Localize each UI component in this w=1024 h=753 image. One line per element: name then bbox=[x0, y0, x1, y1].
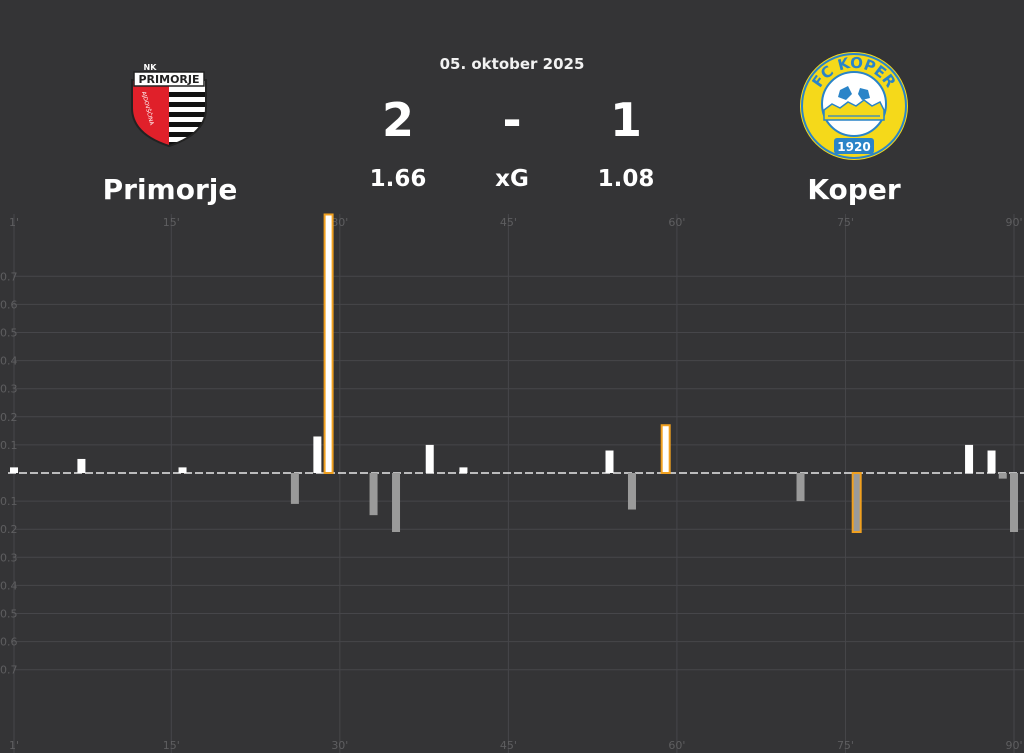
away-team-name: Koper bbox=[807, 173, 901, 206]
away-shot-bar bbox=[627, 473, 636, 510]
y-tick-label: 0.5 bbox=[0, 327, 18, 340]
x-tick-label-bottom: 60' bbox=[668, 739, 685, 752]
y-tick-label: 0.1 bbox=[0, 495, 18, 508]
home-goal-bar bbox=[323, 213, 334, 474]
xg-label: xG bbox=[495, 166, 529, 192]
home-shot-bar bbox=[459, 467, 468, 473]
home-team-name: Primorje bbox=[102, 173, 238, 206]
koper-crest-year: 1920 bbox=[837, 140, 870, 154]
x-tick-label-bottom: 1' bbox=[9, 739, 19, 752]
home-xg: 1.66 bbox=[369, 166, 427, 192]
x-tick-label-top: 90' bbox=[1005, 216, 1022, 229]
primorje-crest-icon: PRIMORJE NK AJDOVŠČINA bbox=[131, 63, 207, 148]
away-goal-bar bbox=[851, 472, 862, 534]
y-tick-label: 0.3 bbox=[0, 383, 18, 396]
home-score: 2 bbox=[381, 93, 414, 147]
x-tick-label-top: 1' bbox=[9, 216, 19, 229]
y-tick-label: 0.4 bbox=[0, 579, 18, 592]
away-shot-bar bbox=[1010, 473, 1018, 533]
home-shot-bar bbox=[178, 467, 187, 473]
x-tick-label-top: 60' bbox=[668, 216, 685, 229]
x-tick-label-bottom: 30' bbox=[331, 739, 348, 752]
match-date: 05. oktober 2025 bbox=[439, 55, 585, 73]
x-tick-label-top: 75' bbox=[837, 216, 854, 229]
x-tick-label-top: 30' bbox=[331, 216, 348, 229]
koper-crest-icon: FC KOPER 1920 bbox=[800, 52, 908, 160]
away-shot-bar bbox=[392, 473, 401, 533]
home-shot-bar bbox=[77, 458, 86, 473]
away-shot-bar bbox=[369, 473, 378, 516]
x-tick-label-bottom: 75' bbox=[837, 739, 854, 752]
primorje-crest-name: PRIMORJE bbox=[139, 73, 200, 86]
y-tick-label: 0.2 bbox=[0, 411, 18, 424]
away-xg: 1.08 bbox=[597, 166, 655, 192]
y-tick-label: 0.5 bbox=[0, 608, 18, 621]
home-shot-bar bbox=[987, 450, 996, 473]
away-shot-bar bbox=[290, 473, 299, 504]
home-shot-bar bbox=[425, 444, 434, 473]
home-shot-bar bbox=[605, 450, 614, 473]
y-tick-label: 0.4 bbox=[0, 355, 18, 368]
x-tick-label-bottom: 90' bbox=[1005, 739, 1022, 752]
y-tick-label: 0.1 bbox=[0, 439, 18, 452]
primorje-crest-top: NK bbox=[144, 63, 158, 72]
home-goal-bar bbox=[660, 424, 671, 475]
x-tick-label-bottom: 15' bbox=[163, 739, 180, 752]
score-separator: - bbox=[502, 93, 522, 147]
home-shot-bar bbox=[965, 444, 974, 473]
x-tick-label-bottom: 45' bbox=[500, 739, 517, 752]
y-tick-label: 0.6 bbox=[0, 298, 18, 311]
y-tick-label: 0.6 bbox=[0, 636, 18, 649]
away-shot-bar bbox=[796, 473, 805, 502]
match-header: PRIMORJE NK AJDOVŠČINA Primorje 05. okto… bbox=[0, 0, 1024, 215]
x-tick-label-top: 45' bbox=[500, 216, 517, 229]
y-tick-label: 0.3 bbox=[0, 551, 18, 564]
y-tick-label: 0.7 bbox=[0, 270, 18, 283]
x-tick-label-top: 15' bbox=[163, 216, 180, 229]
y-tick-label: 0.2 bbox=[0, 523, 18, 536]
home-shot-bar bbox=[10, 467, 18, 473]
y-tick-label: 0.7 bbox=[0, 664, 18, 677]
away-shot-bar bbox=[998, 473, 1007, 479]
home-shot-bar bbox=[313, 436, 322, 473]
away-score: 1 bbox=[609, 93, 642, 147]
